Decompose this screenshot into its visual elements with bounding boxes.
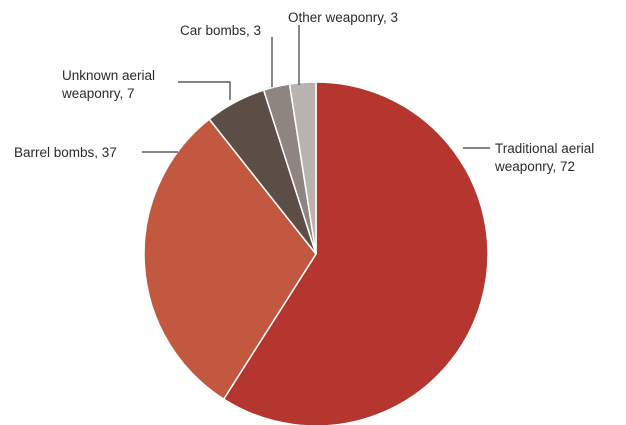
pie-slice-other-weaponry [288,81,317,255]
label-car-bombs: Car bombs, 3 [180,23,261,38]
label-unknown-aerial-weaponry: Unknown aerial weaponry, 7 [61,68,159,101]
leader-line-unknown [178,81,231,100]
pie-slices [143,81,489,425]
label-barrel-bombs: Barrel bombs, 37 [14,145,117,160]
pie-slice-traditional-aerial-weaponry [222,81,489,425]
label-traditional-aerial-weaponry: Traditional aerial weaponry, 72 [494,141,598,174]
label-other-weaponry: Other weaponry, 3 [288,10,398,25]
pie-slice-barrel-bombs [143,118,317,401]
pie-labels: Traditional aerial weaponry, 72 Barrel b… [14,10,598,174]
